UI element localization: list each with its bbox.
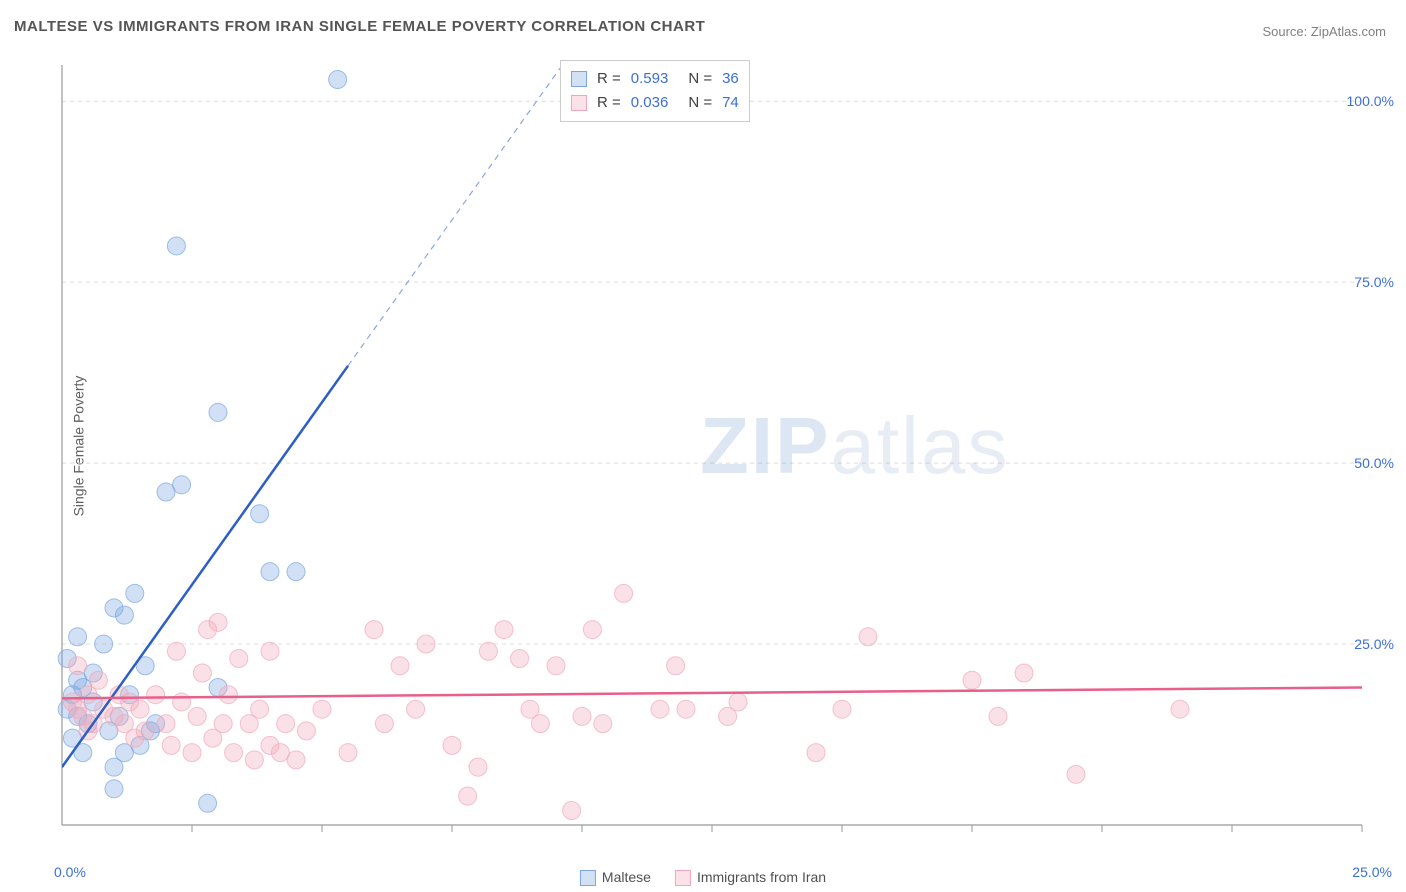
y-tick-label: 25.0%: [1354, 636, 1394, 652]
x-axis-max-label: 25.0%: [1352, 864, 1392, 880]
n-label: N =: [688, 67, 712, 91]
series-swatch: [571, 95, 587, 111]
n-value: 36: [722, 67, 739, 91]
correlation-legend: R = 0.593 N = 36 R = 0.036 N = 74: [560, 60, 750, 122]
source-attribution: Source: ZipAtlas.com: [1262, 24, 1386, 39]
series-swatch: [571, 71, 587, 87]
series-swatch: [580, 870, 596, 886]
y-tick-label: 50.0%: [1354, 455, 1394, 471]
series-swatch: [675, 870, 691, 886]
series-legend: Maltese Immigrants from Iran: [580, 869, 826, 886]
scatter-plot-svg: [52, 55, 1372, 835]
r-label: R =: [597, 91, 621, 115]
x-axis-min-label: 0.0%: [54, 864, 86, 880]
chart-area: [52, 55, 1382, 835]
chart-title: MALTESE VS IMMIGRANTS FROM IRAN SINGLE F…: [14, 18, 705, 35]
r-label: R =: [597, 67, 621, 91]
r-value: 0.036: [631, 91, 669, 115]
y-tick-label: 100.0%: [1347, 93, 1394, 109]
legend-item: Maltese: [580, 869, 651, 886]
r-value: 0.593: [631, 67, 669, 91]
y-tick-label: 75.0%: [1354, 274, 1394, 290]
correlation-row: R = 0.036 N = 74: [571, 91, 739, 115]
legend-item: Immigrants from Iran: [675, 869, 826, 886]
correlation-row: R = 0.593 N = 36: [571, 67, 739, 91]
n-value: 74: [722, 91, 739, 115]
legend-label: Maltese: [602, 869, 651, 885]
legend-label: Immigrants from Iran: [697, 869, 826, 885]
n-label: N =: [688, 91, 712, 115]
